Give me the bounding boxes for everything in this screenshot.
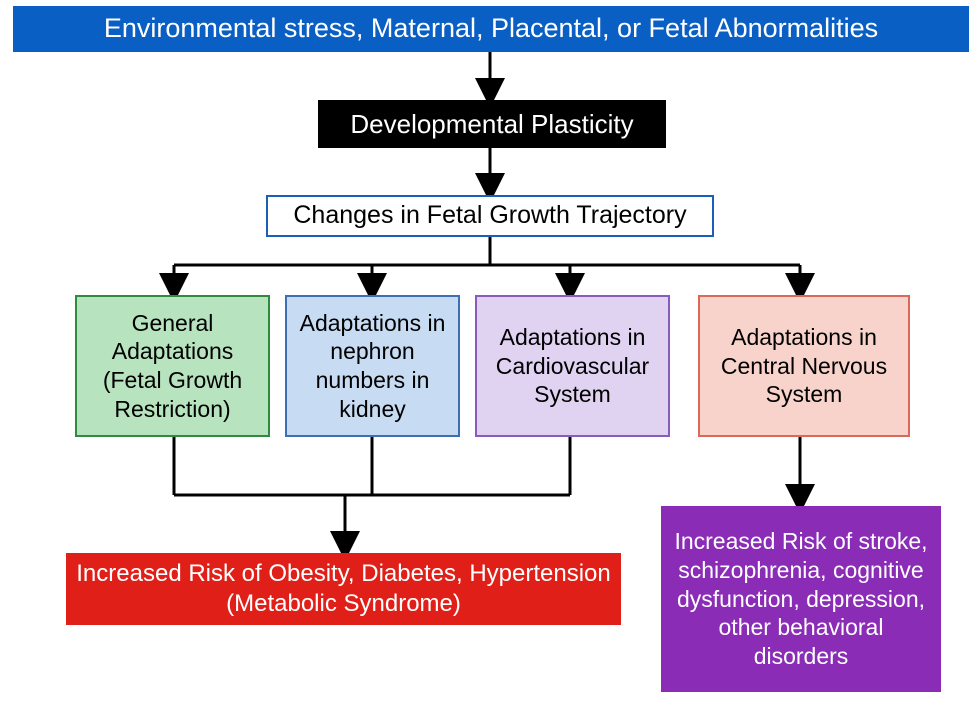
node-adapt-cns-label: Adaptations in Central Nervous System <box>708 323 900 409</box>
node-changes-trajectory-label: Changes in Fetal Growth Trajectory <box>293 200 686 231</box>
node-changes-trajectory: Changes in Fetal Growth Trajectory <box>266 195 714 237</box>
node-risk-metabolic: Increased Risk of Obesity, Diabetes, Hyp… <box>66 553 621 625</box>
node-adapt-cardio-label: Adaptations in Cardiovascular System <box>485 323 660 409</box>
node-adapt-nephron-label: Adaptations in nephron numbers in kidney <box>295 309 450 424</box>
node-dev-plasticity: Developmental Plasticity <box>318 100 666 148</box>
node-top-banner-label: Environmental stress, Maternal, Placenta… <box>104 12 878 46</box>
node-risk-neurological: Increased Risk of stroke, schizophrenia,… <box>661 506 941 692</box>
node-adapt-cns: Adaptations in Central Nervous System <box>698 295 910 437</box>
node-adapt-general-label: General Adaptations (Fetal Growth Restri… <box>85 309 260 424</box>
node-top-banner: Environmental stress, Maternal, Placenta… <box>13 6 969 52</box>
node-adapt-nephron: Adaptations in nephron numbers in kidney <box>285 295 460 437</box>
node-risk-metabolic-label: Increased Risk of Obesity, Diabetes, Hyp… <box>75 559 612 619</box>
node-adapt-cardio: Adaptations in Cardiovascular System <box>475 295 670 437</box>
node-adapt-general: General Adaptations (Fetal Growth Restri… <box>75 295 270 437</box>
node-dev-plasticity-label: Developmental Plasticity <box>350 108 633 141</box>
node-risk-neurological-label: Increased Risk of stroke, schizophrenia,… <box>670 527 932 671</box>
